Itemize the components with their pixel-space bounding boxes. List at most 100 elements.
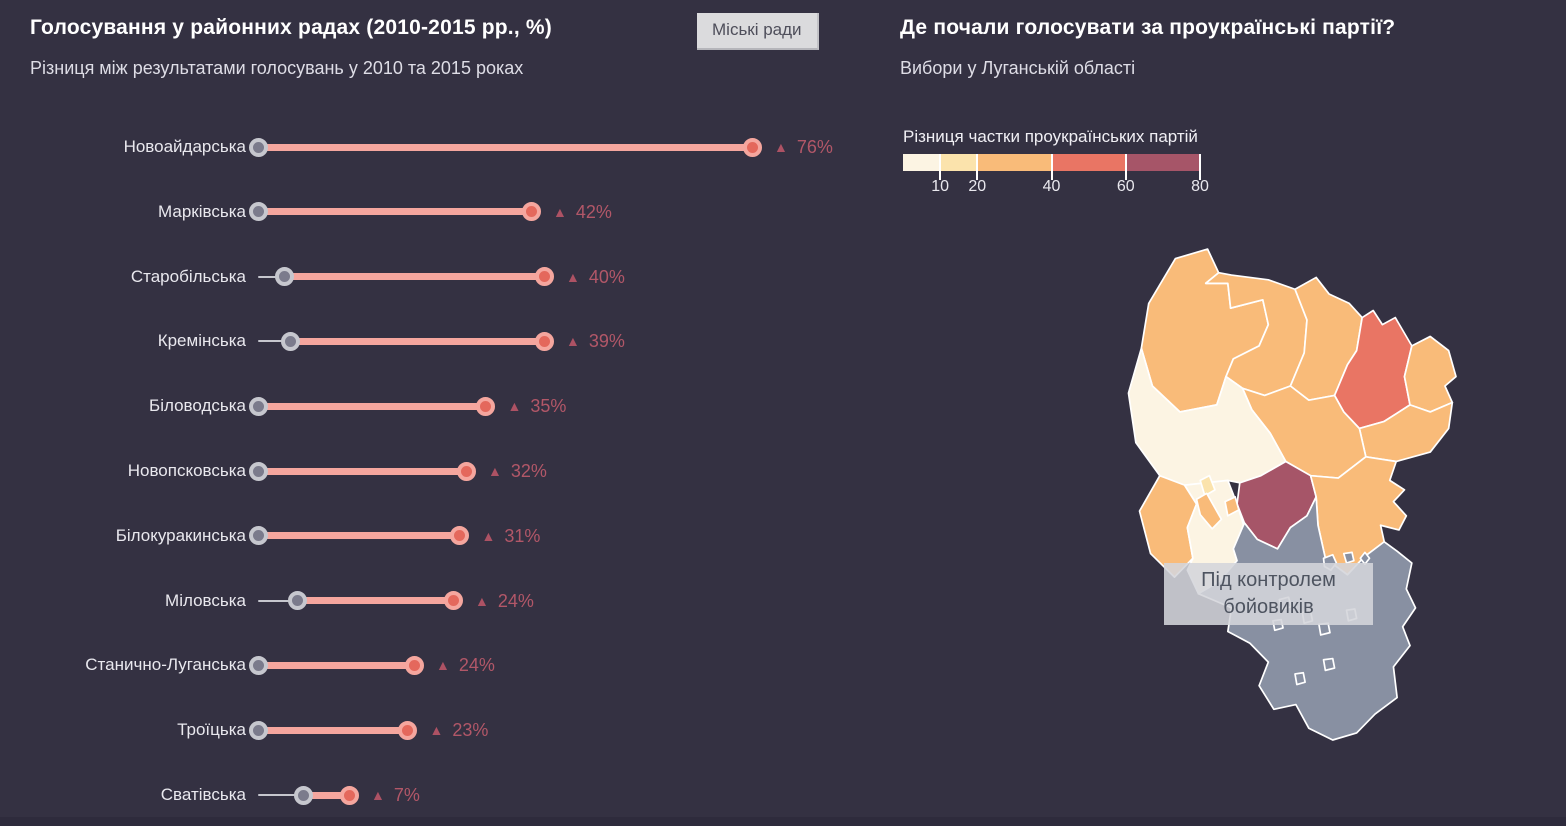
- dumbbell-connector: [258, 402, 486, 410]
- luhansk-oblast-map[interactable]: [1080, 215, 1546, 826]
- dot-2010[interactable]: [294, 785, 313, 805]
- increase-triangle-icon: ▲: [371, 787, 385, 803]
- diff-indicator: ▲ 42%: [553, 199, 612, 225]
- dumbbell-connector: [258, 661, 414, 669]
- legend-tick-mark: [1050, 154, 1053, 180]
- legend-tick-mark: [939, 154, 942, 180]
- diff-value: 39%: [588, 331, 625, 352]
- dumbbell-connector: [258, 726, 408, 734]
- dot-2010[interactable]: [287, 591, 307, 611]
- chart-row-label: Марківська: [158, 201, 246, 221]
- chart-row-label: Троїцька: [177, 720, 246, 740]
- dumbbell-chart: Новоайдарська ▲ 76% Марківська ▲ 42% Старобіль…: [85, 134, 833, 808]
- dot-2015[interactable]: [534, 331, 554, 351]
- map-cities-patch[interactable]: [1197, 493, 1222, 528]
- diff-value: 24%: [497, 590, 534, 611]
- legend-color-bin: [940, 154, 978, 171]
- map-district-bilovodskyi[interactable]: [1359, 403, 1452, 462]
- diff-indicator: ▲ 24%: [475, 588, 534, 614]
- diff-value: 24%: [458, 655, 495, 676]
- dot-2010[interactable]: [248, 526, 268, 546]
- diff-value: 32%: [510, 461, 547, 481]
- diff-value: 7%: [393, 785, 420, 805]
- dumbbell-connector: [258, 532, 460, 540]
- chart-row-label: Старобільська: [130, 266, 246, 286]
- legend-tick-label: 20: [968, 178, 987, 195]
- map-district-milovskyi[interactable]: [1404, 336, 1456, 412]
- chart-row-label: Станично-Луганська: [85, 655, 246, 675]
- diff-indicator: ▲ 24%: [436, 652, 495, 678]
- chart-row-label: Новопсковська: [127, 461, 246, 480]
- dot-2015[interactable]: [456, 461, 476, 481]
- diff-indicator: ▲ 7%: [371, 782, 420, 808]
- increase-triangle-icon: ▲: [488, 463, 502, 479]
- page-title: Голосування у районних радах (2010-2015 …: [30, 16, 552, 39]
- dot-2015[interactable]: [450, 526, 469, 546]
- left-panel-title: Голосування у районних радах (2010-2015 …: [30, 16, 552, 40]
- dot-2015[interactable]: [404, 655, 424, 675]
- dumbbell-connector: [284, 273, 544, 281]
- bottom-bar: [0, 817, 1566, 826]
- leader-line: [258, 599, 297, 602]
- dumbbell-connector: [258, 467, 466, 475]
- increase-triangle-icon: ▲: [475, 592, 489, 609]
- dot-2015[interactable]: [742, 137, 762, 157]
- dot-2015[interactable]: [443, 591, 463, 611]
- increase-triangle-icon: ▲: [553, 203, 567, 220]
- dot-2015[interactable]: [534, 267, 554, 287]
- dumbbell-connector: [297, 597, 453, 605]
- increase-triangle-icon: ▲: [774, 139, 788, 155]
- chart-row-label: Міловська: [165, 590, 246, 610]
- diff-indicator: ▲ 35%: [508, 393, 567, 419]
- dot-2015[interactable]: [521, 202, 541, 222]
- diff-value: 23%: [452, 720, 489, 741]
- dot-2015[interactable]: [476, 396, 495, 416]
- map-city-rubizhne[interactable]: [1200, 476, 1215, 496]
- diff-indicator: ▲ 39%: [566, 328, 625, 354]
- diff-indicator: ▲ 31%: [482, 523, 541, 549]
- city-councils-toggle-button[interactable]: Міські ради: [697, 13, 819, 50]
- diff-value: 40%: [588, 266, 625, 287]
- dot-2010[interactable]: [281, 331, 300, 351]
- legend-tick-label: 10: [931, 178, 950, 195]
- dot-2010[interactable]: [248, 720, 268, 740]
- increase-triangle-icon: ▲: [507, 398, 522, 415]
- legend-tick-mark: [1199, 154, 1201, 180]
- dot-2010[interactable]: [248, 461, 268, 481]
- dumbbell-connector: [303, 791, 349, 799]
- dot-2015[interactable]: [398, 720, 417, 740]
- chart-row-label: Біловодська: [149, 396, 246, 416]
- dot-2015[interactable]: [339, 785, 359, 805]
- legend-title: Різниця частки проукраїнських партій: [903, 127, 1198, 146]
- map-cities-patch[interactable]: [1225, 497, 1239, 516]
- diff-value: 42%: [575, 201, 612, 222]
- leader-line: [258, 340, 291, 343]
- occupied-zone-label-line1: Під контролем: [1201, 569, 1336, 591]
- legend-tick-mark: [1124, 154, 1127, 180]
- legend-tick-label: 80: [1191, 178, 1209, 195]
- chart-row-label: Кремінська: [157, 331, 246, 351]
- diff-indicator: ▲ 76%: [774, 134, 833, 160]
- legend-color-bin: [903, 154, 941, 171]
- legend-tick-mark: [976, 154, 979, 180]
- increase-triangle-icon: ▲: [566, 333, 580, 350]
- dot-2010[interactable]: [248, 202, 268, 222]
- diff-value: 35%: [530, 396, 567, 417]
- diff-indicator: ▲ 32%: [488, 458, 547, 484]
- diff-indicator: ▲ 40%: [566, 264, 625, 290]
- leader-line: [258, 275, 284, 278]
- dot-2010[interactable]: [248, 655, 268, 675]
- legend-tick-label: 40: [1042, 178, 1061, 195]
- dot-2010[interactable]: [274, 267, 294, 287]
- dot-2010[interactable]: [248, 396, 268, 416]
- dumbbell-connector: [258, 208, 531, 216]
- chart-row-label: Сватівська: [160, 785, 246, 804]
- legend-color-bin: [977, 154, 1052, 171]
- dot-2010[interactable]: [248, 137, 268, 157]
- dumbbell-connector: [258, 143, 752, 151]
- diff-value: 31%: [504, 525, 541, 546]
- diff-indicator: ▲ 23%: [430, 717, 489, 743]
- occupied-zone-label: Під контролем бойовиків: [1164, 563, 1373, 625]
- chart-row-label: Новоайдарська: [123, 137, 246, 156]
- increase-triangle-icon: ▲: [429, 722, 444, 739]
